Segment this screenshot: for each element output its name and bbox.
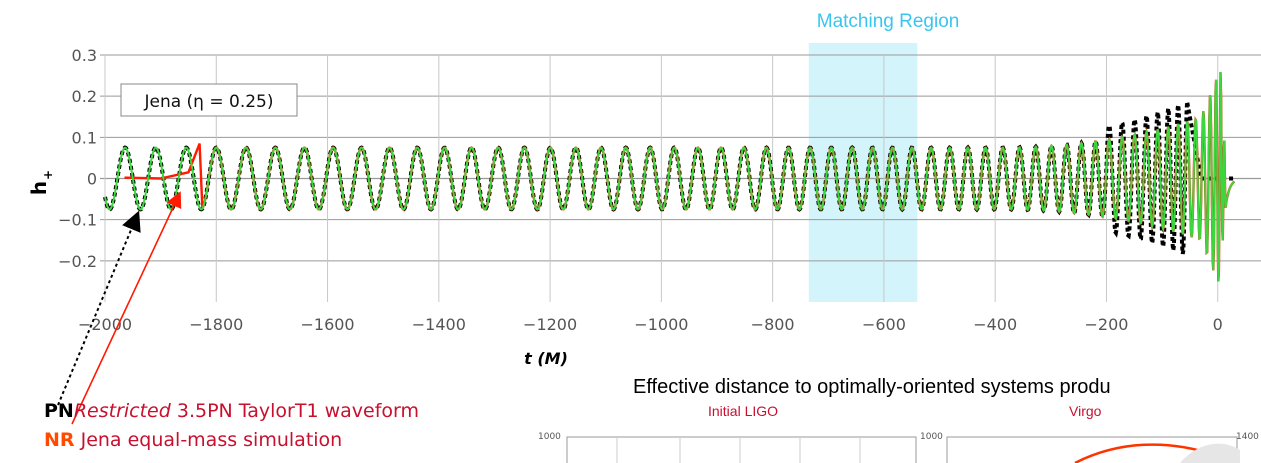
matching-region-band — [808, 43, 918, 302]
y-tick-label: −0.2 — [58, 252, 97, 271]
x-tick-labels: −2000 −1800 −1600 −1400 −1200 −1000 −800 −600 −4… — [78, 315, 1223, 334]
y-tick-label: −0.1 — [58, 211, 97, 230]
y-tick-labels: 0.3 0.2 0.1 0 −0.1 −0.2 — [58, 46, 97, 271]
series-pn-waveform — [103, 101, 1235, 255]
legend-nr-tag: NR — [44, 429, 75, 451]
x-tick-label: −600 — [862, 315, 906, 334]
y-tick-label: 0.2 — [72, 87, 97, 106]
legend-pn-italic: Restricted — [73, 400, 171, 422]
x-tick-label: −1200 — [523, 315, 577, 334]
x-tick-label: −1400 — [412, 315, 466, 334]
legend-pn-tag: PN — [44, 400, 74, 422]
inset-mid-tick: 1000 — [920, 432, 943, 442]
x-tick-label: −200 — [1084, 315, 1128, 334]
legend-pn-text: 3.5PN TaylorT1 waveform — [170, 400, 419, 422]
x-tick-label: 0 — [1213, 315, 1223, 334]
x-axis-label: t (M) — [524, 349, 568, 368]
matching-region-label: Matching Region — [817, 11, 960, 32]
legend-nr: NR Jena equal-mass simulation — [44, 429, 342, 451]
x-tick-label: −2000 — [78, 315, 132, 334]
pn-arrow — [57, 210, 141, 406]
y-tick-label: 0.3 — [72, 46, 97, 65]
y-tick-label: 0 — [87, 170, 97, 189]
inset-right-title: Virgo — [1069, 403, 1102, 419]
inset-right-tick: 1400 — [1236, 432, 1259, 442]
nr-arrow — [71, 191, 182, 425]
inset-panel-left — [566, 436, 917, 463]
label-box — [120, 83, 298, 117]
x-tick-label: −1000 — [634, 315, 688, 334]
x-tick-label: −800 — [751, 315, 795, 334]
y-axis-label-subscript: + — [41, 170, 55, 180]
label-box-text: Jena (η = 0.25) — [143, 92, 273, 112]
x-tick-label: −1800 — [189, 315, 243, 334]
series-fit-waveform — [104, 71, 1236, 282]
y-axis-label: h — [27, 181, 51, 195]
x-tick-label: −1600 — [300, 315, 354, 334]
inset-title: Effective distance to optimally-oriented… — [633, 376, 1111, 398]
inset-virgo-shade — [1180, 443, 1240, 463]
x-tick-label: −400 — [973, 315, 1017, 334]
legend-nr-text: Jena equal-mass simulation — [74, 429, 343, 451]
legend-pn: PNRestricted 3.5PN TaylorT1 waveform — [44, 400, 419, 422]
grid-lines — [100, 54, 1261, 302]
inset-left-title: Initial LIGO — [708, 403, 779, 419]
y-tick-label: 0.1 — [72, 128, 97, 147]
inset-left-tick: 1000 — [538, 432, 561, 442]
